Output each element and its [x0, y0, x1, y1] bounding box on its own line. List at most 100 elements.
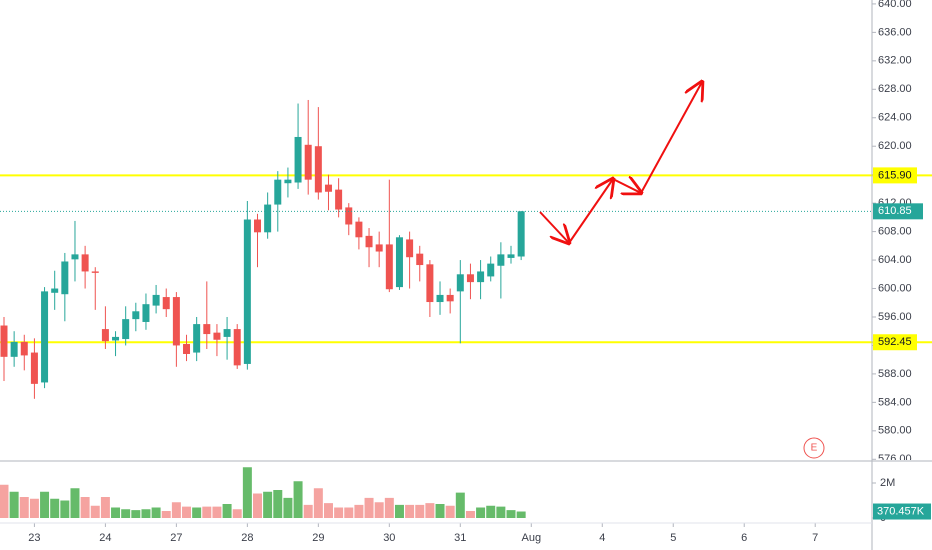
volume-bar [415, 504, 425, 518]
x-tick-label: 24 [99, 532, 111, 544]
volume-bar [506, 510, 516, 518]
volume-bar [354, 504, 364, 518]
candle-body [385, 244, 393, 290]
earnings-label: E [811, 443, 818, 454]
y-tick-label: 588.00 [878, 368, 912, 380]
candle-body [20, 341, 28, 356]
volume-bar [171, 502, 181, 518]
arrow [568, 179, 613, 244]
y-tick-label: 640.00 [878, 0, 912, 10]
candle-body [41, 291, 49, 383]
x-tick-label: 5 [670, 532, 676, 544]
volume-bar [100, 497, 110, 518]
candle-body [395, 237, 403, 288]
y-tick-label: 636.00 [878, 26, 912, 38]
candle-body [324, 184, 332, 192]
volume-bar [222, 504, 232, 518]
volume-bar [29, 498, 39, 518]
candle-body [162, 297, 170, 310]
candle-body [466, 274, 474, 283]
candle-body [456, 274, 464, 292]
volume-bar [111, 507, 121, 518]
volume-bar [242, 467, 252, 518]
level-label: 592.45 [878, 336, 912, 348]
candle-body [51, 288, 59, 293]
candle-body [243, 219, 251, 364]
volume-bar [19, 497, 29, 518]
candle-body [254, 219, 262, 233]
candle-body [183, 344, 191, 354]
price-axis: 576.00580.00584.00588.00592.00596.00600.… [872, 0, 932, 460]
volume-bar [405, 504, 415, 518]
candle-body [507, 254, 515, 258]
candle-body [122, 319, 130, 340]
last-price-label: 610.85 [878, 205, 912, 217]
candle-body [91, 271, 99, 273]
volume-bar [90, 505, 100, 518]
volume-bar [121, 509, 131, 518]
volume-bar [435, 504, 445, 518]
volume-bar [486, 505, 496, 518]
volume-bar [273, 490, 283, 518]
candle-body [0, 325, 8, 357]
arrow [640, 82, 702, 194]
candle-body [71, 254, 79, 260]
candle-body [314, 146, 322, 193]
candle-body [203, 324, 211, 335]
y-tick-label: 628.00 [878, 83, 912, 95]
candle-body [335, 189, 343, 210]
candle-body [81, 254, 89, 272]
volume-bar [9, 491, 19, 518]
candle-body [426, 264, 434, 303]
candle-body [304, 144, 312, 180]
candle-body [274, 179, 282, 205]
candle-body [375, 244, 383, 252]
volume-bar [253, 493, 263, 518]
candle-body [193, 324, 201, 353]
price-tick-group: 576.00580.00584.00588.00592.00596.00600.… [872, 0, 912, 460]
candle-body [294, 136, 302, 183]
volume-bar [293, 481, 303, 518]
volume-bar [60, 500, 70, 518]
volume-bar [496, 506, 506, 518]
volume-bar [50, 498, 60, 518]
candle-body [355, 221, 363, 238]
candle-body [101, 329, 109, 342]
candle-body [233, 329, 241, 366]
volume-bar [212, 506, 222, 518]
y-tick-label: 584.00 [878, 396, 912, 408]
volume-bar [151, 507, 161, 518]
arrow [612, 179, 641, 193]
volume-tick-label: 2M [880, 477, 895, 489]
candle-body [152, 294, 160, 306]
arrow [539, 211, 569, 243]
volume-bar [192, 507, 202, 518]
volume-bar [455, 492, 465, 518]
volume-bar [374, 502, 384, 518]
x-tick-label: 23 [28, 532, 40, 544]
level-label: 615.90 [878, 169, 912, 181]
candle-body [365, 235, 373, 248]
y-tick-label: 596.00 [878, 311, 912, 323]
volume-bar [80, 497, 90, 518]
last-volume-label: 370.457K [877, 505, 925, 517]
volume-pane: 23242728293031Aug456702M370.457K [0, 467, 931, 544]
candle-body [132, 311, 140, 320]
candle-body [436, 294, 444, 303]
volume-bar [384, 497, 394, 518]
volume-bar [161, 511, 171, 518]
volume-bar [70, 488, 80, 518]
candle-body [30, 352, 38, 384]
last-price-bg [873, 203, 923, 220]
x-tick-label: 27 [170, 532, 182, 544]
volume-bar [182, 506, 192, 518]
candle-body [517, 211, 525, 257]
candle-body [345, 207, 353, 225]
volume-bar [323, 503, 333, 518]
earnings-marker[interactable] [803, 437, 825, 459]
volume-bar [202, 506, 212, 518]
candle-body [142, 304, 150, 322]
volume-bar [425, 503, 435, 518]
x-tick-label: 7 [812, 532, 818, 544]
